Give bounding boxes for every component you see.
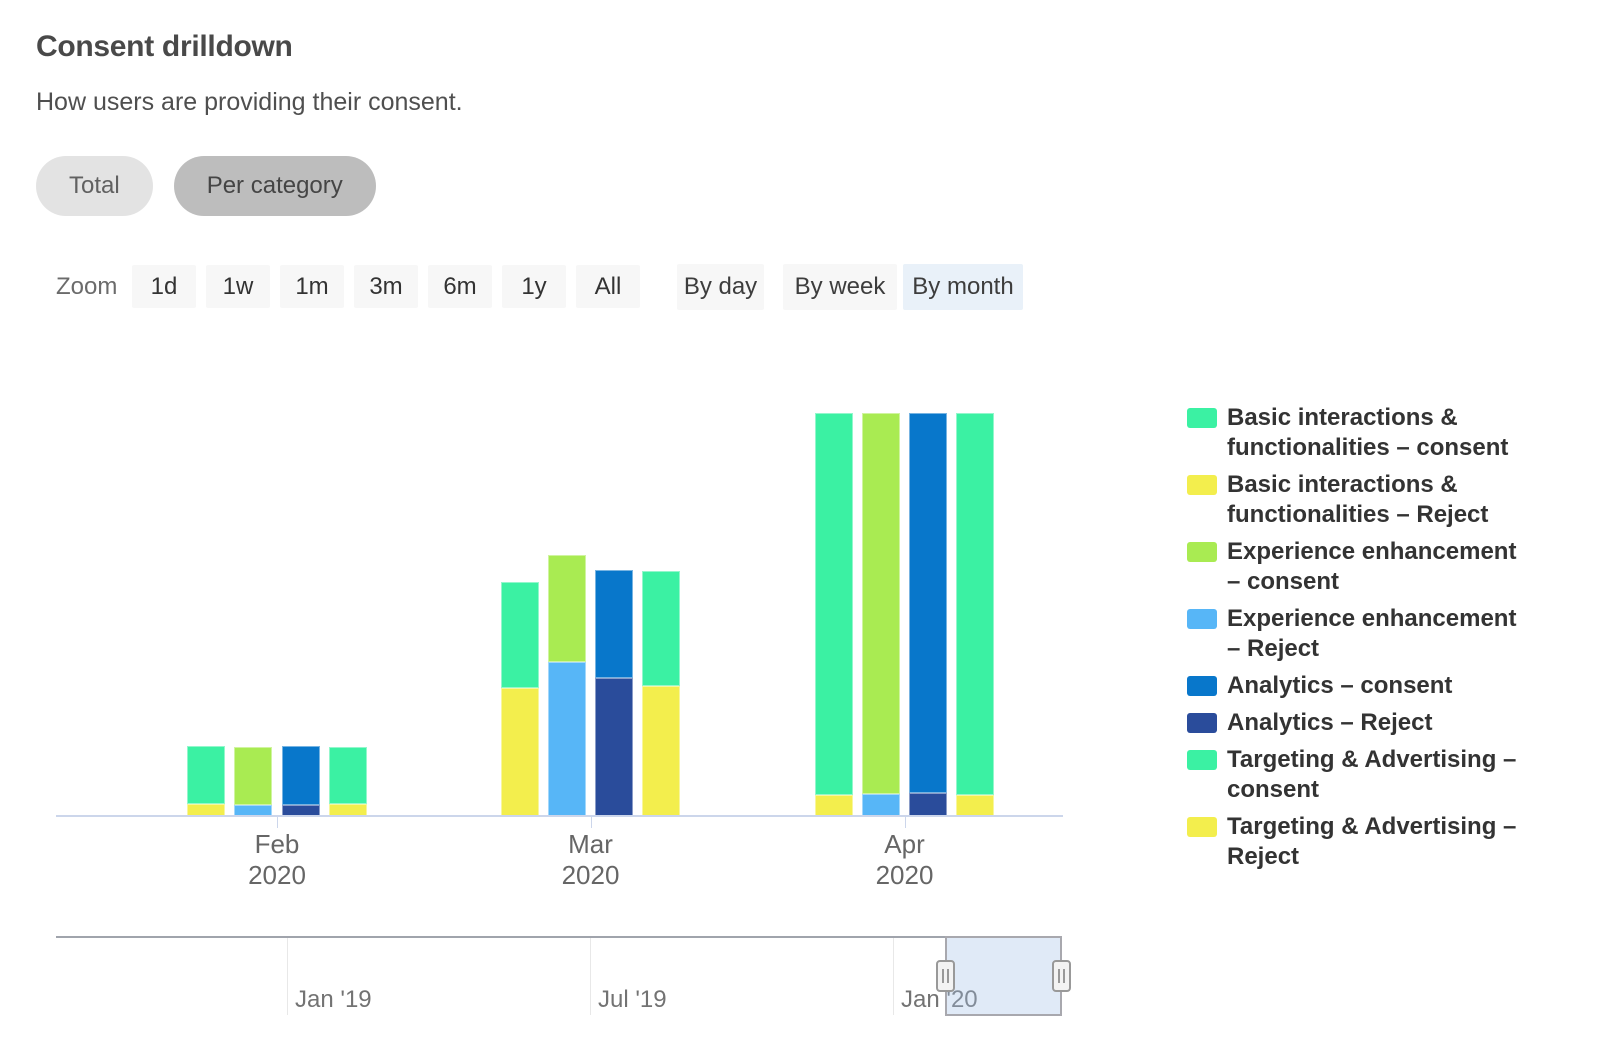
legend-item-analytics-reject[interactable]: Analytics – Reject [1187, 708, 1532, 738]
navigator-axis-label: Jul '19 [598, 986, 667, 1013]
navigator-gridline [893, 938, 894, 1015]
bar-segment-basic-interactions-functionalities-consent[interactable] [500, 582, 539, 688]
legend-swatch-icon [1187, 408, 1217, 428]
bar-segment-basic-interactions-functionalities-consent[interactable] [187, 746, 226, 804]
zoom-range-button-1y[interactable]: 1y [502, 265, 566, 308]
bar-segment-basic-interactions-functionalities-reject[interactable] [187, 804, 226, 816]
zoom-range-button-6m[interactable]: 6m [428, 265, 492, 308]
legend-item-basic-interactions-functionalities-consent[interactable]: Basic interactions & functionalities – c… [1187, 403, 1532, 463]
page-title: Consent drilldown [36, 30, 293, 63]
bar-segment-basic-interactions-functionalities-reject[interactable] [814, 795, 853, 816]
bar-segment-targeting-advertising-consent[interactable] [328, 747, 367, 804]
legend-swatch-icon [1187, 542, 1217, 562]
legend-swatch-icon [1187, 475, 1217, 495]
zoom-range-button-all[interactable]: All [576, 265, 640, 308]
legend-label: Basic interactions & functionalities – c… [1227, 404, 1509, 461]
legend-item-analytics-consent[interactable]: Analytics – consent [1187, 671, 1532, 701]
legend-label: Basic interactions & functionalities – R… [1227, 471, 1489, 528]
legend-item-basic-interactions-functionalities-reject[interactable]: Basic interactions & functionalities – R… [1187, 470, 1532, 530]
bar-segment-basic-interactions-functionalities-consent[interactable] [814, 413, 853, 795]
bar-segment-targeting-advertising-consent[interactable] [956, 413, 995, 795]
bar-segment-analytics-reject[interactable] [281, 805, 320, 816]
legend-item-targeting-advertising-consent[interactable]: Targeting & Advertising – consent [1187, 745, 1532, 805]
navigator-handle-right[interactable] [1052, 960, 1071, 992]
legend-swatch-icon [1187, 817, 1217, 837]
legend-label: Experience enhancement – Reject [1227, 605, 1517, 662]
bar-segment-analytics-reject[interactable] [595, 678, 634, 816]
groupby-button-by-week[interactable]: By week [783, 264, 897, 310]
legend-swatch-icon [1187, 713, 1217, 733]
zoom-range-button-1d[interactable]: 1d [132, 265, 196, 308]
legend-swatch-icon [1187, 609, 1217, 629]
legend-swatch-icon [1187, 750, 1217, 770]
legend-item-experience-enhancement-consent[interactable]: Experience enhancement – consent [1187, 537, 1532, 597]
bar-segment-targeting-advertising-reject[interactable] [328, 804, 367, 816]
navigator-track-line [56, 936, 946, 938]
bar-segment-analytics-consent[interactable] [281, 746, 320, 805]
page-subtitle: How users are providing their consent. [36, 88, 463, 116]
bar-segment-analytics-reject[interactable] [909, 793, 948, 816]
zoom-range-buttons: 1d 1w 1m 3m 6m 1y All [132, 265, 640, 308]
bar-segment-analytics-consent[interactable] [909, 413, 948, 793]
legend-label: Targeting & Advertising – Reject [1227, 813, 1517, 870]
legend-label: Analytics – Reject [1227, 709, 1433, 736]
navigator-gridline [287, 938, 288, 1015]
view-toggle-total[interactable]: Total [36, 156, 153, 216]
groupby-button-by-month[interactable]: By month [903, 264, 1023, 310]
bar-segment-experience-enhancement-consent[interactable] [547, 555, 586, 662]
x-axis-label: Apr 2020 [875, 829, 934, 890]
bar-segment-targeting-advertising-consent[interactable] [642, 571, 681, 686]
zoom-range-button-3m[interactable]: 3m [354, 265, 418, 308]
view-toggle-per-category[interactable]: Per category [173, 156, 376, 216]
navigator-handle-left[interactable] [936, 960, 955, 992]
x-axis-line [56, 815, 1063, 817]
legend-swatch-icon [1187, 676, 1217, 696]
legend-item-experience-enhancement-reject[interactable]: Experience enhancement – Reject [1187, 604, 1532, 664]
navigator-gridline [590, 938, 591, 1015]
bar-segment-experience-enhancement-consent[interactable] [861, 413, 900, 794]
x-axis-tick [904, 817, 906, 828]
legend-label: Experience enhancement – consent [1227, 538, 1517, 595]
navigator-selection[interactable] [945, 936, 1062, 1016]
groupby-button-by-day[interactable]: By day [677, 264, 764, 310]
chart-menu-button[interactable] [1507, 274, 1540, 305]
x-axis-tick [590, 817, 592, 828]
legend-label: Targeting & Advertising – consent [1227, 746, 1517, 803]
x-axis-label: Mar 2020 [561, 829, 620, 890]
x-axis-label: Feb 2020 [248, 829, 306, 890]
bar-segment-basic-interactions-functionalities-reject[interactable] [500, 688, 539, 816]
view-toggle: Total Per category [36, 156, 376, 216]
bar-segment-experience-enhancement-consent[interactable] [234, 747, 273, 805]
legend-item-targeting-advertising-reject[interactable]: Targeting & Advertising – Reject [1187, 812, 1532, 872]
legend-label: Analytics – consent [1227, 672, 1453, 699]
bar-segment-targeting-advertising-reject[interactable] [956, 795, 995, 816]
navigator-axis-label: Jan '19 [295, 986, 372, 1013]
bar-segment-experience-enhancement-reject[interactable] [861, 794, 900, 816]
bar-segment-targeting-advertising-reject[interactable] [642, 686, 681, 816]
zoom-range-button-1w[interactable]: 1w [206, 265, 270, 308]
bar-segment-analytics-consent[interactable] [595, 570, 634, 678]
zoom-label: Zoom [56, 273, 118, 300]
x-axis-tick [277, 817, 278, 828]
chart-legend: Basic interactions & functionalities – c… [1187, 403, 1532, 872]
bar-segment-experience-enhancement-reject[interactable] [234, 805, 273, 816]
bar-segment-experience-enhancement-reject[interactable] [547, 662, 586, 816]
zoom-range-button-1m[interactable]: 1m [280, 265, 344, 308]
